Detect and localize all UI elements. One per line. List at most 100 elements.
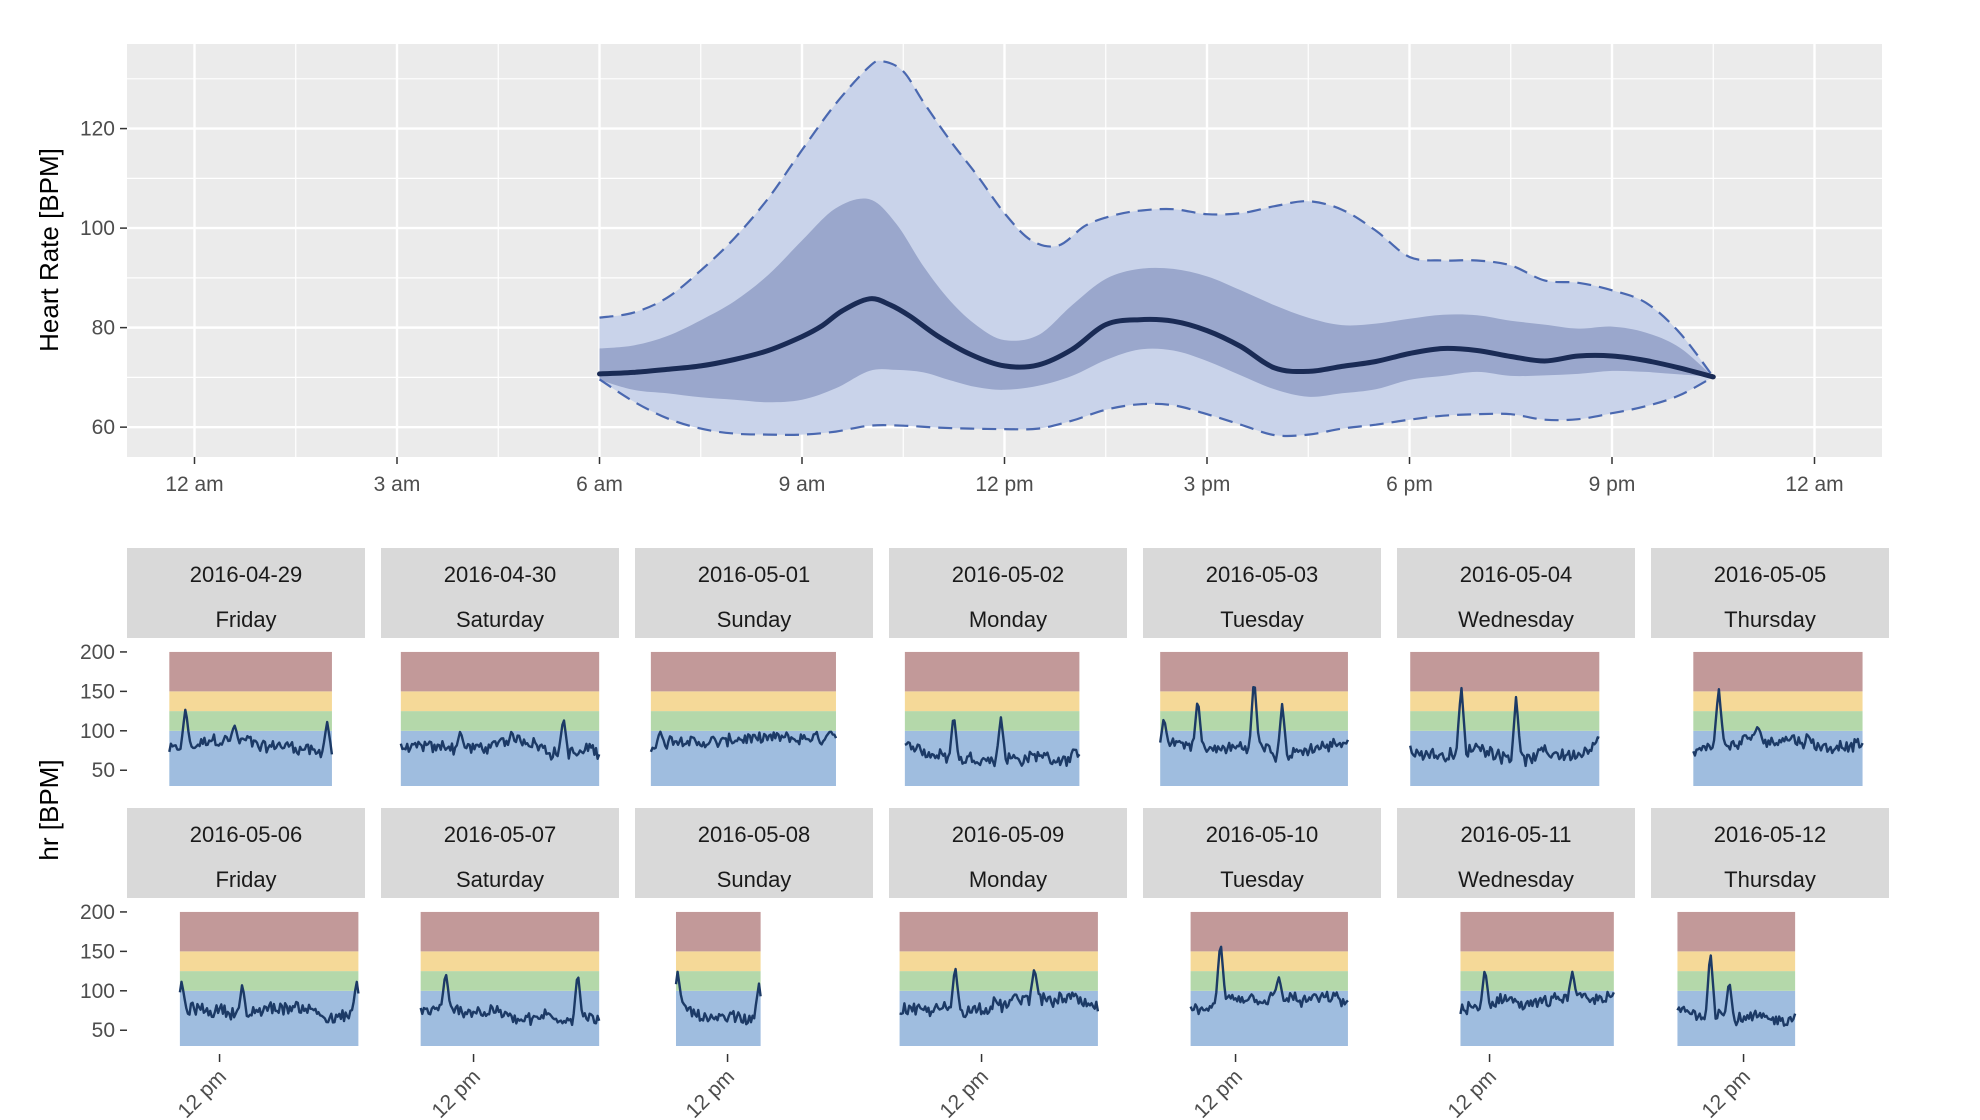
facet-weekday-label: Thursday [1724,607,1816,632]
y-tick-label: 150 [80,940,115,963]
facet-weekday-label: Wednesday [1458,607,1574,632]
facet-panel: 2016-05-03 Tuesday [1143,548,1381,786]
daily-profile-chart: 60 80 100 120 12 am 3 am 6 am 9 am 12 pm 3 pm 6 p… [34,44,1882,496]
hr-zone-band [1160,730,1348,786]
facet-panel: 2016-04-30 Saturday [381,548,619,786]
y-tick-label: 200 [80,901,115,924]
facet-weekday-label: Monday [969,607,1047,632]
hr-zone-band [1160,711,1348,731]
hr-zone-band [675,971,761,991]
hr-zone-band [1460,951,1614,972]
facet-strip [889,808,1127,898]
hr-zone-band [420,951,600,972]
hr-zone-band [1677,951,1796,972]
hr-zone-band [1693,651,1863,692]
hr-zone-band [400,691,600,712]
y-tick-label: 150 [80,680,115,703]
facet-date-label: 2016-05-05 [1714,562,1827,587]
hr-zone-band [1693,691,1863,712]
y-tick-label: 50 [92,1019,115,1042]
facet-date-label: 2016-04-29 [190,562,303,587]
facet-weekday-label: Tuesday [1220,867,1304,892]
hr-line [904,716,1081,768]
facet-date-label: 2016-05-01 [698,562,811,587]
hr-line [178,980,360,1024]
facet-panel: 2016-05-07 Saturday 12 pm [381,808,619,1120]
facet-panel: 2016-05-02 Monday [889,548,1127,786]
hr-zone-band [650,691,836,712]
hr-line [419,973,601,1027]
facet-panel: 2016-05-08 Sunday 12 pm [635,808,873,1120]
facet-weekday-label: Wednesday [1458,867,1574,892]
facet-panel: 2016-05-06 Friday 50 100 150 200 12 pm [80,808,365,1120]
facet-panel: 2016-05-05 Thursday [1651,548,1889,786]
facet-weekday-label: Sunday [717,867,792,892]
x-tick-label: 12 pm [1444,1065,1502,1120]
x-tick-label: 12 pm [428,1065,486,1120]
hr-line [1459,970,1615,1016]
facet-date-label: 2016-05-12 [1714,822,1827,847]
hr-line [1189,945,1349,1016]
hr-zone-band [1190,911,1348,952]
y-tick-label: 50 [92,759,115,782]
hr-zone-band [420,971,600,991]
hr-zone-band [179,911,359,952]
facet-panel: 2016-05-04 Wednesday [1397,548,1635,786]
x-tick-label: 12 am [1785,473,1843,496]
facet-strip [1397,808,1635,898]
hr-zone-band [650,711,836,731]
hr-zone-band [1160,691,1348,712]
x-tick-label: 12 pm [1698,1065,1756,1120]
facet-date-label: 2016-05-03 [1206,562,1319,587]
hr-zone-band [1693,711,1863,731]
facet-date-label: 2016-05-04 [1460,562,1573,587]
facet-y-axis-title: hr [BPM] [34,759,64,860]
y-tick-label: 100 [80,980,115,1003]
y-tick-label: 200 [80,641,115,664]
facet-panel: 2016-05-10 Tuesday 12 pm [1143,808,1381,1120]
facet-weekday-label: Monday [969,867,1047,892]
hr-zone-band [400,711,600,731]
facet-weekday-label: Saturday [456,607,544,632]
facet-strip [1651,808,1889,898]
hr-zone-band [1460,911,1614,952]
hr-zone-band [1677,911,1796,952]
mean-line [597,296,1716,380]
hr-zone-band [1410,651,1600,692]
hr-zone-band [420,911,600,952]
x-tick-label: 9 pm [1589,473,1636,496]
hr-line [399,719,601,761]
x-axis: 12 am 3 am 6 am 9 am 12 pm 3 pm 6 pm 9 pm 12 am [165,457,1844,496]
facet-panel: 2016-05-09 Monday 12 pm [889,808,1127,1120]
facet-strip [1651,548,1889,638]
x-tick-label: 6 pm [1386,473,1433,496]
facet-weekday-label: Friday [215,607,276,632]
facet-strip [381,548,619,638]
hr-zone-band [1160,651,1348,692]
lines [597,59,1716,438]
facet-strip [127,548,365,638]
lower-bound-line [598,375,1714,438]
facet-strip [1397,548,1635,638]
facet-strip [1143,808,1381,898]
upper-bound-line [599,59,1715,378]
facet-weekday-label: Saturday [456,867,544,892]
facet-panel: 2016-04-29 Friday 50 100 150 200 [80,548,365,786]
facet-date-label: 2016-05-08 [698,822,811,847]
hr-zone-band [904,651,1080,692]
y-tick-label: 120 [80,118,115,141]
x-tick-label: 3 pm [1184,473,1231,496]
hr-line [1409,686,1600,768]
hr-zone-band [899,971,1098,991]
hr-zone-band [179,971,359,991]
x-tick-label: 12 pm [174,1065,232,1120]
facet-weekday-label: Friday [215,867,276,892]
x-tick-label: 6 am [576,473,623,496]
facet-weekday-label: Thursday [1724,867,1816,892]
hr-zone-band [899,911,1098,952]
facet-strip [127,808,365,898]
x-tick-label: 9 am [779,473,826,496]
facet-strip [635,808,873,898]
hr-zone-band [1693,730,1863,786]
